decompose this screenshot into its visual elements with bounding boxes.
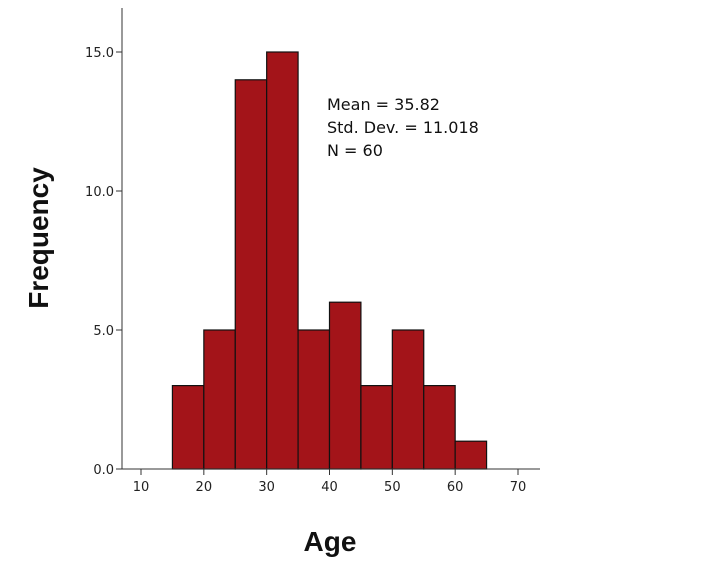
- bars-group: [171, 51, 488, 470]
- x-tick-label-5: 60: [447, 480, 464, 495]
- x-tick-label-3: 40: [321, 480, 338, 495]
- histogram-bar-3: [234, 79, 268, 470]
- x-tick-label-0: 10: [133, 480, 150, 495]
- histogram-bar-2: [203, 329, 236, 470]
- x-tick-label-1: 20: [196, 480, 213, 495]
- y-axis-title: Frequency: [23, 167, 54, 309]
- y-ticks-group: 0.0 5.0 10.0 15.0: [85, 46, 122, 478]
- histogram-bar-9: [423, 385, 456, 470]
- mean-annotation: Mean = 35.82: [327, 95, 440, 114]
- y-tick-label-0: 0.0: [93, 463, 114, 478]
- x-tick-label-4: 50: [384, 480, 401, 495]
- y-tick-label-1: 5.0: [93, 324, 114, 339]
- std-dev-annotation: Std. Dev. = 11.018: [327, 118, 479, 137]
- x-axis-title: Age: [304, 526, 357, 557]
- histogram-bar-10: [454, 440, 488, 470]
- n-annotation: N = 60: [327, 141, 383, 160]
- histogram-bar-8: [391, 329, 425, 470]
- histogram-bar-6: [328, 301, 362, 470]
- x-ticks-group: 10 20 30 40 50 60 70: [133, 469, 527, 495]
- histogram-bar-1: [171, 385, 205, 470]
- y-tick-label-3: 15.0: [85, 46, 114, 61]
- y-tick-label-2: 10.0: [85, 185, 114, 200]
- histogram-bar-4: [266, 51, 299, 470]
- x-tick-label-6: 70: [510, 480, 527, 495]
- histogram-bar-5: [297, 329, 331, 470]
- histogram-bar-7: [360, 385, 393, 470]
- x-tick-label-2: 30: [258, 480, 275, 495]
